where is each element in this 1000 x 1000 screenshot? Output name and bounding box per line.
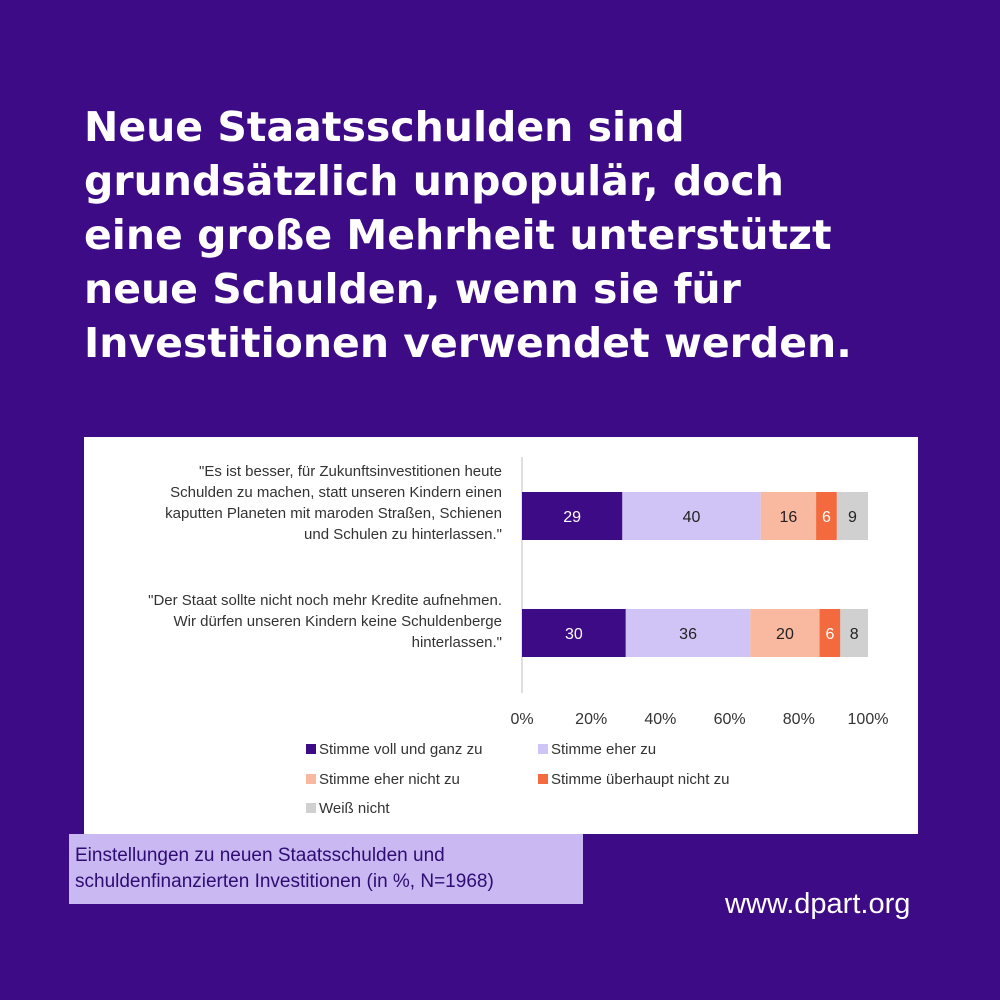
headline-line: grundsätzlich unpopulär, doch [84, 157, 784, 205]
category-label: "Der Staat sollte nicht noch mehr Kredit… [148, 592, 502, 609]
headline-line: eine große Mehrheit unterstützt [84, 211, 832, 259]
x-tick-label: 40% [644, 711, 676, 728]
bar-segment [625, 609, 751, 657]
bar-segment [522, 609, 626, 657]
data-label: 20 [776, 626, 794, 643]
legend-label: Stimme eher zu [551, 741, 656, 758]
data-label: 6 [822, 509, 831, 526]
data-label: 9 [848, 509, 857, 526]
data-label: 6 [825, 626, 834, 643]
legend-label: Weiß nicht [319, 800, 390, 817]
bar-segment [760, 492, 817, 540]
data-label: 36 [679, 626, 697, 643]
category-label: Schulden zu machen, statt unseren Kinder… [170, 484, 502, 501]
category-label: hinterlassen." [412, 634, 502, 651]
x-tick-label: 80% [783, 711, 815, 728]
headline-line: neue Schulden, wenn sie für [84, 265, 741, 313]
category-label: Wir dürfen unseren Kindern keine Schulde… [173, 613, 502, 630]
category-label: "Es ist besser, für Zukunftsinvestitione… [199, 463, 502, 480]
headline: Neue Staatsschulden sind grundsätzlich u… [84, 100, 964, 370]
caption-line-2: schuldenfinanzierten Investitionen (in %… [75, 871, 494, 892]
data-label: 30 [565, 626, 583, 643]
bar-segment [816, 492, 837, 540]
bar-segment [522, 492, 623, 540]
x-tick-label: 60% [714, 711, 746, 728]
x-tick-label: 100% [848, 711, 889, 728]
category-label: und Schulen zu hinterlassen." [304, 526, 502, 543]
data-label: 29 [563, 509, 581, 526]
headline-line: Neue Staatsschulden sind [84, 103, 685, 151]
caption-line-1: Einstellungen zu neuen Staatsschulden un… [75, 845, 445, 866]
chart-caption: Einstellungen zu neuen Staatsschulden un… [69, 834, 583, 904]
data-label: 8 [850, 626, 859, 643]
category-label: kaputten Planeten mit maroden Straßen, S… [165, 505, 502, 522]
legend-swatch [306, 803, 316, 813]
legend-label: Stimme voll und ganz zu [319, 741, 482, 758]
legend-swatch [306, 744, 316, 754]
headline-line: Investitionen verwendet werden. [84, 319, 852, 367]
legend-label: Stimme überhaupt nicht zu [551, 771, 729, 788]
data-label: 40 [683, 509, 701, 526]
legend-label: Stimme eher nicht zu [319, 771, 460, 788]
bar-segment [819, 609, 841, 657]
bar-segment [750, 609, 820, 657]
bar-segment [836, 492, 868, 540]
website-url: www.dpart.org [725, 888, 911, 920]
stacked-bar-chart: "Es ist besser, für Zukunftsinvestitione… [148, 457, 889, 817]
chart-panel: "Es ist besser, für Zukunftsinvestitione… [84, 437, 918, 834]
x-tick-label: 0% [510, 711, 533, 728]
legend-swatch [538, 744, 548, 754]
x-tick-label: 20% [575, 711, 607, 728]
data-label: 16 [780, 509, 798, 526]
legend-swatch [538, 774, 548, 784]
bar-segment [840, 609, 868, 657]
bar-segment [622, 492, 761, 540]
legend-swatch [306, 774, 316, 784]
